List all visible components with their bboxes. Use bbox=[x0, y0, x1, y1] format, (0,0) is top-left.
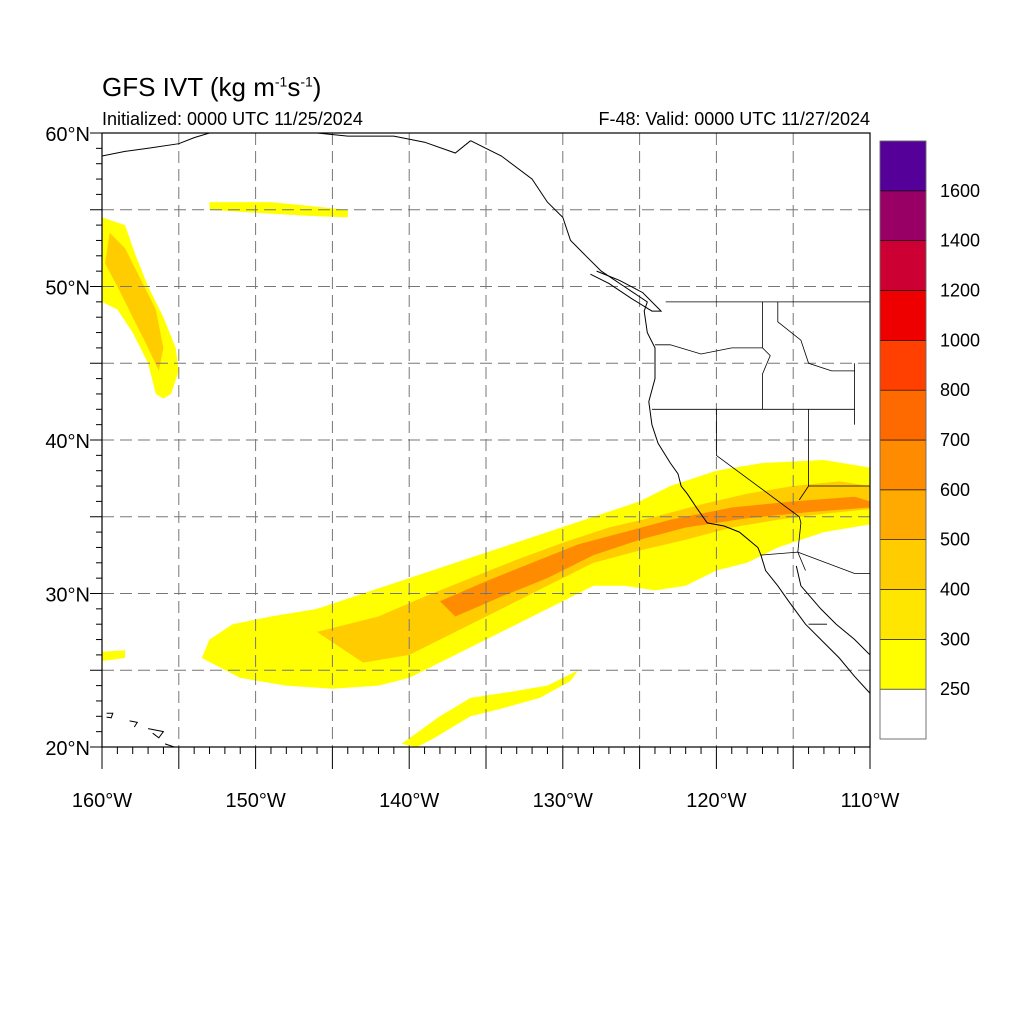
coast-gulf_of_california bbox=[795, 565, 870, 656]
lat-tick-label: 60°N bbox=[45, 124, 90, 146]
colorbar-box-600 bbox=[879, 439, 927, 491]
colorbar-box-300 bbox=[879, 589, 927, 640]
colorbar-label: 500 bbox=[940, 530, 970, 550]
colorbar-below-box bbox=[879, 688, 927, 740]
lon-tick-label: 140°W bbox=[379, 790, 439, 812]
coast-west_coast bbox=[470, 140, 870, 694]
colorbar-label: 700 bbox=[940, 430, 970, 450]
lon-tick-label: 150°W bbox=[225, 790, 285, 812]
axis-ticks: 160°W 150°W 140°W 130°W 120°W 110°W 20°N 30°N 40… bbox=[45, 124, 899, 812]
lon-tick-label: 130°W bbox=[533, 790, 593, 812]
main-river-core bbox=[439, 496, 870, 617]
map-title: GFS IVT (kg m-1s-1) bbox=[102, 72, 322, 102]
border-wa_or bbox=[655, 344, 763, 355]
colorbar-box-1200 bbox=[879, 240, 927, 291]
colorbar-frame bbox=[879, 140, 927, 740]
colorbar-label: 1000 bbox=[940, 330, 980, 350]
colorbar-box-700 bbox=[879, 389, 927, 441]
gridlines bbox=[102, 133, 870, 747]
border-us_mexico bbox=[760, 551, 870, 574]
west-speck-outer bbox=[102, 650, 125, 661]
coast-alaska_top bbox=[102, 133, 210, 157]
coastlines bbox=[102, 133, 870, 747]
colorbar-label: 1600 bbox=[940, 181, 980, 201]
colorbar-label: 250 bbox=[940, 679, 970, 699]
colorbar-box-800 bbox=[879, 340, 927, 391]
valid-label: F-48: Valid: 0000 UTC 11/27/2024 bbox=[598, 109, 871, 129]
colorbar-box-1000 bbox=[879, 290, 927, 341]
coast-hawaii_1 bbox=[106, 712, 114, 719]
colorbar-label: 400 bbox=[940, 580, 970, 600]
colorbar-label: 600 bbox=[940, 480, 970, 500]
colorbar-box-400 bbox=[879, 539, 927, 590]
border-sonora_baja bbox=[797, 551, 806, 571]
lon-tick-label: 110°W bbox=[841, 790, 900, 812]
coast-alaska_right bbox=[316, 133, 471, 154]
coast-hawaii_3 bbox=[148, 728, 165, 739]
colorbar-box-500 bbox=[879, 489, 927, 540]
lon-tick-label: 120°W bbox=[686, 790, 746, 812]
border-ca_nv bbox=[716, 409, 802, 553]
colorbar-label: 1200 bbox=[940, 281, 980, 301]
lon-tick-label: 160°W bbox=[72, 790, 132, 812]
lat-tick-label: 30°N bbox=[45, 585, 90, 607]
colorbar-label: 800 bbox=[940, 380, 970, 400]
colorbar-label: 300 bbox=[940, 629, 970, 649]
colorbar-box-250 bbox=[879, 639, 927, 690]
colorbar: 250 300 400 500 600 700 800 1000 1200 1400 1600 bbox=[879, 140, 980, 740]
political-borders bbox=[651, 301, 870, 625]
border-id_mt bbox=[777, 301, 855, 372]
coast-hawaii_2 bbox=[129, 720, 139, 728]
colorbar-box-1600 bbox=[879, 140, 927, 192]
north-streak-outer bbox=[209, 202, 348, 218]
lat-tick-label: 20°N bbox=[45, 738, 90, 760]
colorbar-label: 1400 bbox=[940, 231, 980, 251]
border-or_id bbox=[762, 347, 771, 410]
initialized-label: Initialized: 0000 UTC 11/25/2024 bbox=[102, 109, 363, 129]
lat-tick-label: 40°N bbox=[45, 431, 90, 453]
south-streak-outer bbox=[401, 670, 579, 747]
coast-hawaii_4 bbox=[164, 743, 176, 747]
north-plume-inner bbox=[105, 232, 164, 371]
coast-vancouver_island bbox=[590, 270, 663, 312]
main-river-inner bbox=[317, 481, 870, 663]
lat-tick-label: 50°N bbox=[45, 278, 90, 300]
colorbar-box-1400 bbox=[879, 190, 927, 241]
